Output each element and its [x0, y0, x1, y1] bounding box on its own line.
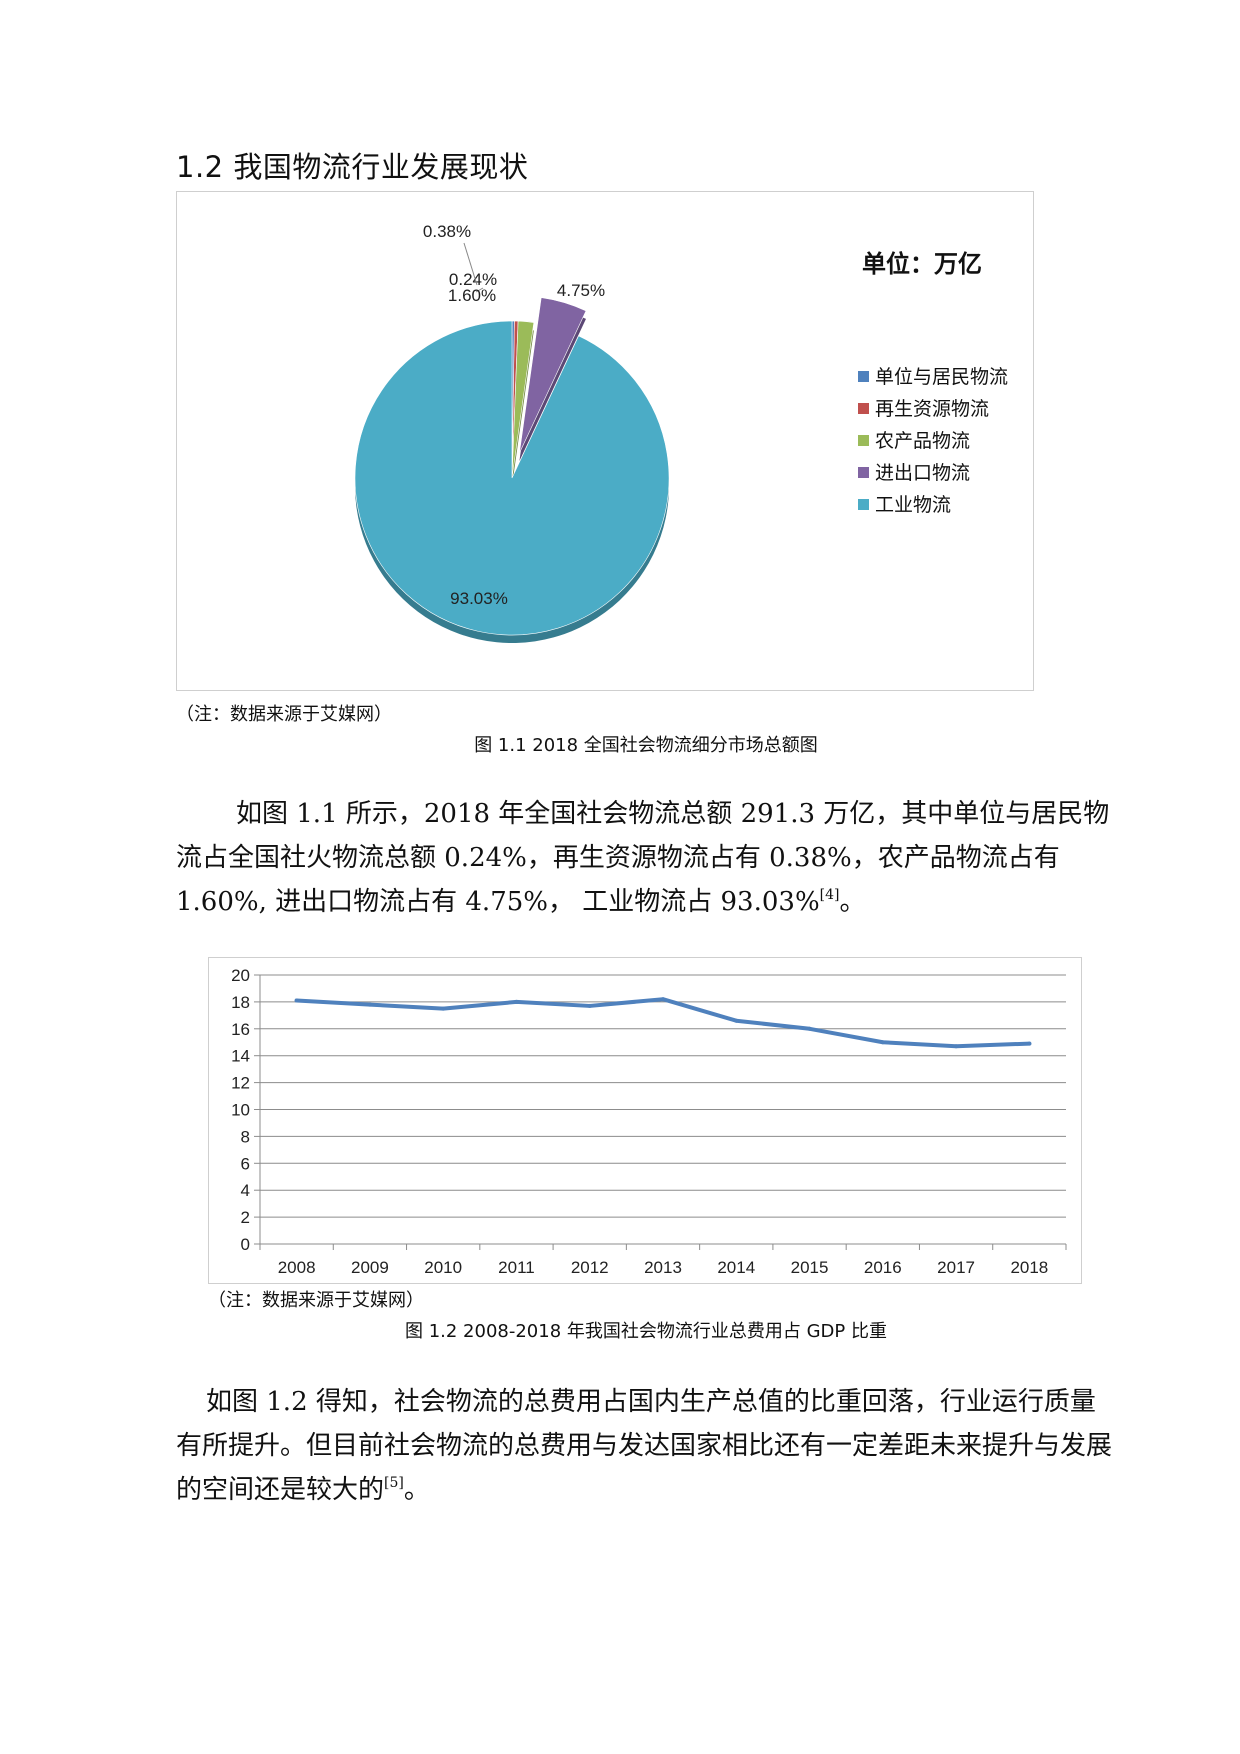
legend-label: 农产品物流: [875, 430, 971, 452]
legend-label: 单位与居民物流: [875, 366, 1009, 388]
data-point: [954, 1044, 959, 1049]
legend-label: 再生资源物流: [875, 398, 990, 420]
paragraph-1-text: 如图 1.1 所示，2018 年全国社会物流总额 291.3 万亿，其中单位与居…: [176, 799, 1110, 917]
y-tick-label: 2: [241, 1208, 250, 1227]
figure1-caption: 图 1.1 2018 全国社会物流细分市场总额图: [474, 735, 818, 756]
data-point: [587, 1003, 592, 1008]
pie-legend-item: 再生资源物流: [858, 396, 989, 422]
legend-swatch: [858, 371, 869, 382]
pie-data-label-4: 93.03%: [450, 589, 508, 608]
data-point: [734, 1018, 739, 1023]
data-point: [807, 1026, 812, 1031]
y-tick-label: 20: [231, 966, 250, 985]
pie-chart: 0.24% 0.38% 1.60% 4.75% 93.03%: [354, 222, 670, 643]
paragraph-1: 如图 1.1 所示，2018 年全国社会物流总额 291.3 万亿，其中单位与居…: [176, 792, 1116, 924]
data-point: [441, 1006, 446, 1011]
x-tick-label: 2012: [571, 1258, 609, 1277]
y-tick-label: 18: [231, 993, 250, 1012]
section-title: 1.2 我国物流行业发展现状: [176, 150, 529, 184]
y-tick-label: 14: [231, 1047, 250, 1066]
pie-data-label-3: 4.75%: [557, 281, 605, 300]
legend-swatch: [858, 435, 869, 446]
x-tick-label: 2009: [351, 1258, 389, 1277]
data-point: [367, 1002, 372, 1007]
x-tick-label: 2017: [937, 1258, 975, 1277]
paragraph-2: 如图 1.2 得知，社会物流的总费用占国内生产总值的比重回落，行业运行质量有所提…: [176, 1380, 1116, 1512]
pie-legend-item: 工业物流: [858, 492, 951, 518]
pie-data-label-2: 1.60%: [448, 286, 496, 305]
x-tick-label: 2008: [278, 1258, 316, 1277]
y-tick-label: 6: [241, 1154, 250, 1173]
data-point: [880, 1040, 885, 1045]
pie-leader-line-0: [475, 287, 484, 293]
x-tick-label: 2011: [498, 1258, 535, 1277]
line-chart: 0 2 4 6 8 10 12 14 16 18 20 2008 2009 2010 2011 2012 201…: [231, 966, 1067, 1277]
pie-unit-label: 单位：万亿: [862, 250, 982, 278]
data-point: [661, 997, 665, 1002]
pie-leader-line-1: [463, 242, 478, 286]
citation-4[interactable]: [4]: [819, 887, 840, 903]
x-tick-label: 2013: [644, 1258, 682, 1277]
paragraph-1-end: 。: [839, 887, 866, 917]
x-tick-label: 2010: [424, 1258, 462, 1277]
y-tick-label: 0: [241, 1235, 250, 1254]
figure2-source-note: （注：数据来源于艾媒网）: [208, 1290, 424, 1311]
y-tick-label: 8: [241, 1127, 250, 1146]
figure2-caption: 图 1.2 2008-2018 年我国社会物流行业总费用占 GDP 比重: [404, 1321, 887, 1342]
y-tick-label: 12: [231, 1074, 250, 1093]
pie-legend-item: 农产品物流: [858, 428, 970, 454]
legend-label: 工业物流: [875, 494, 952, 516]
x-tick-label: 2015: [791, 1258, 829, 1277]
data-point: [1027, 1041, 1032, 1046]
data-point: [294, 998, 299, 1003]
pie-legend-item: 单位与居民物流: [858, 364, 1008, 390]
citation-5[interactable]: [5]: [384, 1475, 404, 1491]
pie-slice-4: [354, 320, 670, 636]
pie-data-label-1: 0.38%: [423, 222, 471, 241]
line-chart-frame: [208, 957, 1082, 1284]
y-tick-label: 4: [241, 1181, 250, 1200]
y-tick-label: 10: [231, 1101, 250, 1120]
pie-slice-3: [519, 297, 587, 454]
pie-data-label-0: 0.24%: [449, 270, 497, 289]
pie-slice-2: [511, 320, 535, 479]
legend-swatch: [858, 499, 869, 510]
figure1-source-note: （注：数据来源于艾媒网）: [176, 704, 392, 725]
pie-legend-item: 进出口物流: [858, 460, 970, 486]
legend-swatch: [858, 403, 869, 414]
data-point: [514, 999, 519, 1004]
paragraph-2-text: 如图 1.2 得知，社会物流的总费用占国内生产总值的比重回落，行业运行质量有所提…: [176, 1387, 1113, 1505]
x-tick-label: 2014: [717, 1258, 755, 1277]
legend-swatch: [858, 467, 869, 478]
y-tick-label: 16: [231, 1020, 250, 1039]
paragraph-2-end: 。: [403, 1475, 430, 1505]
x-tick-label: 2018: [1010, 1258, 1048, 1277]
legend-label: 进出口物流: [875, 462, 971, 484]
series-line-0: [294, 997, 1032, 1049]
x-tick-label: 2016: [864, 1258, 902, 1277]
